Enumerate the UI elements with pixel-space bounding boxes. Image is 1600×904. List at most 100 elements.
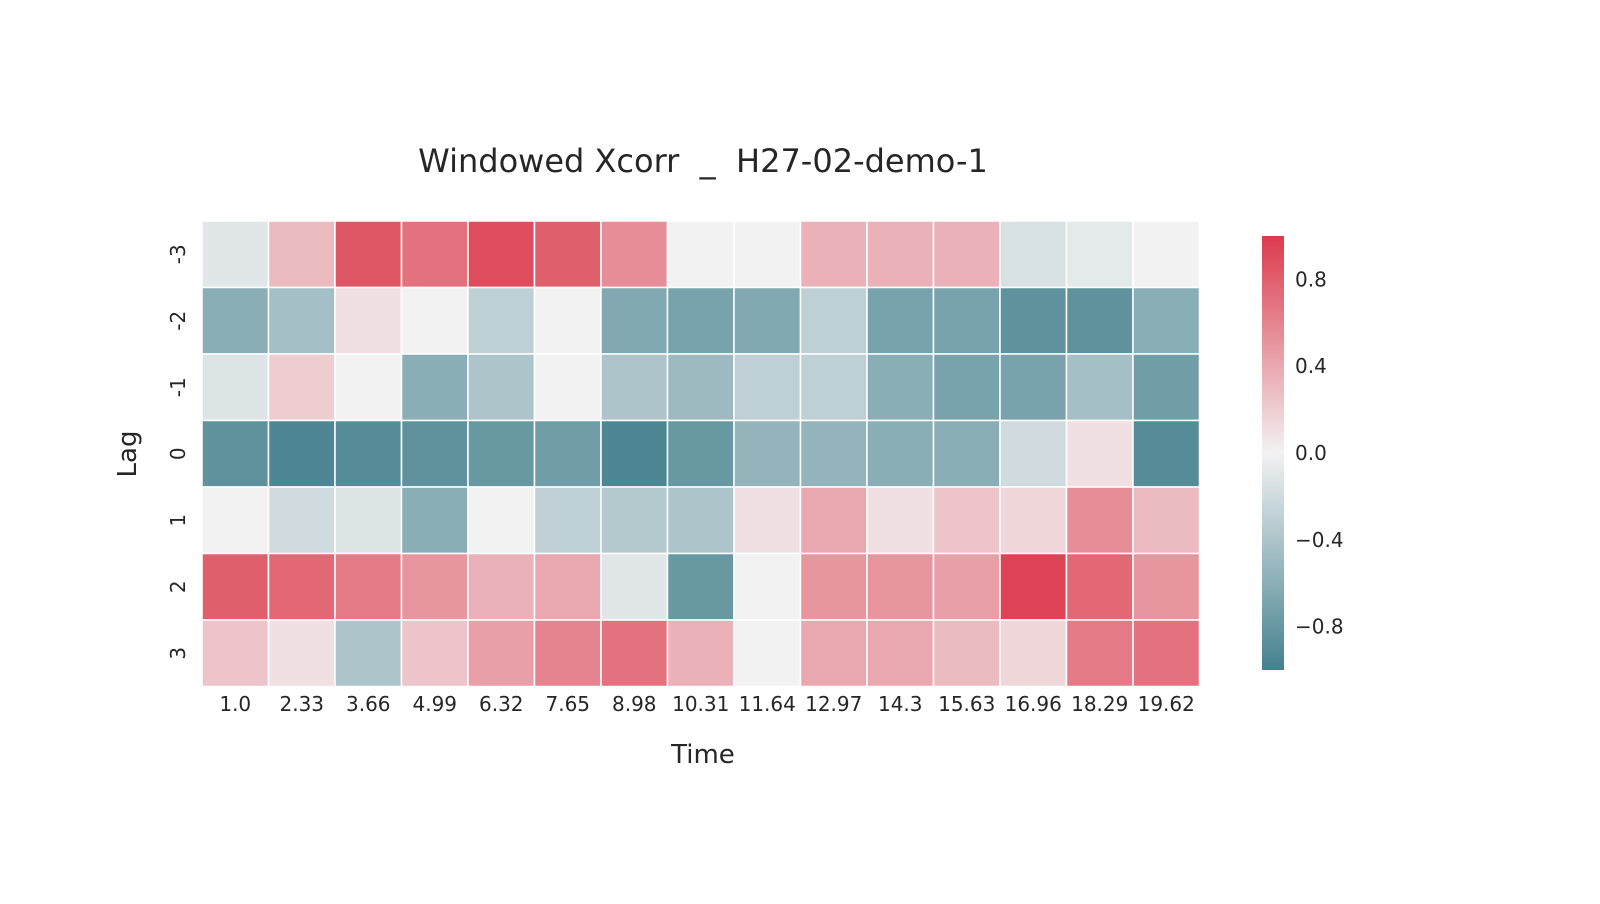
- heatmap-cell: [866, 619, 935, 688]
- y-tick-label: 0: [166, 447, 190, 460]
- heatmap-cell: [334, 353, 403, 422]
- colorbar-tick-label: −0.8: [1295, 615, 1344, 639]
- heatmap-cell: [799, 552, 868, 621]
- heatmap-cell: [666, 486, 735, 555]
- heatmap-cell: [334, 486, 403, 555]
- heatmap-cell: [267, 552, 336, 621]
- heatmap-cell: [201, 220, 270, 289]
- heatmap-cell: [1065, 220, 1134, 289]
- heatmap-cell: [799, 486, 868, 555]
- heatmap-cell: [600, 220, 669, 289]
- y-axis-label: Lag: [113, 431, 143, 478]
- heatmap-cell: [932, 220, 1001, 289]
- x-tick-label: 1.0: [219, 692, 251, 716]
- heatmap-cell: [932, 419, 1001, 488]
- y-tick-label: 3: [166, 647, 190, 660]
- heatmap-cell: [334, 552, 403, 621]
- heatmap-cell: [1132, 552, 1201, 621]
- heatmap-cell: [999, 419, 1068, 488]
- heatmap-cell: [533, 486, 602, 555]
- y-tick-label: 2: [166, 580, 190, 593]
- heatmap-cell: [666, 353, 735, 422]
- colorbar: [1262, 236, 1284, 670]
- heatmap-cell: [467, 552, 536, 621]
- heatmap-cell: [201, 552, 270, 621]
- heatmap-cell: [600, 486, 669, 555]
- x-tick-label: 2.33: [279, 692, 324, 716]
- heatmap-cell: [799, 286, 868, 355]
- x-tick-label: 4.99: [412, 692, 457, 716]
- heatmap-cell: [866, 419, 935, 488]
- colorbar-tick-label: −0.4: [1295, 528, 1344, 552]
- heatmap-cell: [533, 353, 602, 422]
- heatmap-cell: [267, 419, 336, 488]
- x-tick-label: 18.29: [1071, 692, 1128, 716]
- heatmap-cell: [999, 552, 1068, 621]
- heatmap-cell: [467, 619, 536, 688]
- x-tick-labels: 1.0 2.33 3.66 4.99 6.32 7.65 8.98 10.31 11.64 12.…: [219, 692, 1195, 716]
- heatmap-cell: [733, 220, 802, 289]
- x-tick-label: 12.97: [805, 692, 862, 716]
- heatmap-cell: [1132, 486, 1201, 555]
- heatmap-cell: [866, 486, 935, 555]
- heatmap-cell: [467, 353, 536, 422]
- heatmap-cell: [932, 619, 1001, 688]
- colorbar-tick-label: 0.0: [1295, 441, 1327, 465]
- heatmap-cell: [334, 286, 403, 355]
- x-tick-label: 3.66: [346, 692, 391, 716]
- heatmap-cell: [733, 353, 802, 422]
- heatmap-cell: [866, 286, 935, 355]
- heatmap-cell: [533, 220, 602, 289]
- heatmap-cell: [467, 486, 536, 555]
- heatmap-cell: [733, 419, 802, 488]
- chart-title: Windowed Xcorr _ H27-02-demo-1: [418, 142, 988, 180]
- heatmap-cell: [267, 619, 336, 688]
- x-tick-label: 7.65: [545, 692, 590, 716]
- heatmap-cell: [999, 353, 1068, 422]
- heatmap-cell: [999, 286, 1068, 355]
- heatmap-cell: [467, 220, 536, 289]
- heatmap-cell: [201, 486, 270, 555]
- heatmap-cell: [533, 419, 602, 488]
- heatmap-cell: [267, 220, 336, 289]
- heatmap-cell: [400, 286, 469, 355]
- heatmap-cell: [666, 552, 735, 621]
- heatmap-cell: [400, 220, 469, 289]
- heatmap-cell: [400, 419, 469, 488]
- x-tick-label: 6.32: [479, 692, 524, 716]
- heatmap-cell: [1132, 353, 1201, 422]
- heatmap-cell: [1132, 286, 1201, 355]
- heatmap-cells: [201, 220, 1201, 688]
- heatmap-cell: [467, 286, 536, 355]
- heatmap-cell: [999, 486, 1068, 555]
- heatmap-cell: [400, 486, 469, 555]
- heatmap-cell: [334, 619, 403, 688]
- y-tick-label: -3: [166, 244, 190, 264]
- x-tick-label: 16.96: [1005, 692, 1062, 716]
- heatmap-cell: [267, 486, 336, 555]
- heatmap-cell: [733, 286, 802, 355]
- heatmap-cell: [400, 552, 469, 621]
- heatmap-cell: [733, 619, 802, 688]
- heatmap-cell: [799, 220, 868, 289]
- heatmap-cell: [1065, 619, 1134, 688]
- x-tick-label: 15.63: [938, 692, 995, 716]
- heatmap-cell: [201, 286, 270, 355]
- heatmap-cell: [600, 419, 669, 488]
- heatmap-cell: [400, 353, 469, 422]
- heatmap-cell: [467, 419, 536, 488]
- colorbar-tick-label: 0.8: [1295, 267, 1327, 291]
- heatmap-cell: [799, 353, 868, 422]
- heatmap-cell: [267, 286, 336, 355]
- heatmap-cell: [1132, 619, 1201, 688]
- heatmap-cell: [1132, 419, 1201, 488]
- y-tick-label: -2: [166, 311, 190, 331]
- heatmap-cell: [932, 552, 1001, 621]
- heatmap-cell: [334, 419, 403, 488]
- heatmap-cell: [201, 419, 270, 488]
- heatmap-cell: [666, 220, 735, 289]
- heatmap-cell: [999, 220, 1068, 289]
- heatmap-cell: [400, 619, 469, 688]
- heatmap-cell: [1065, 419, 1134, 488]
